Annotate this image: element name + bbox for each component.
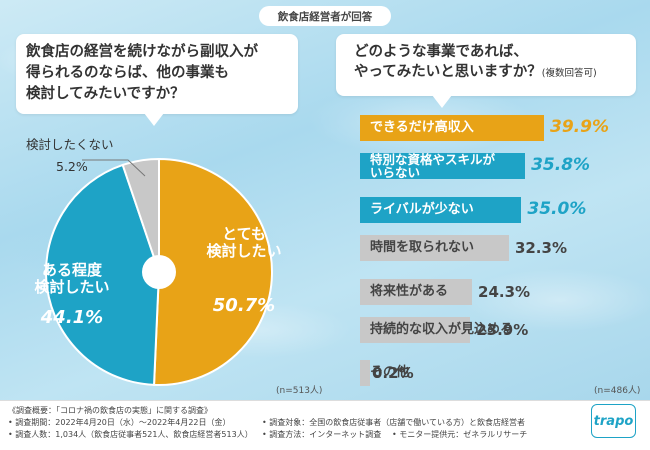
bar-value-label: 35.0%	[527, 199, 587, 219]
bar: ライバルが少ない	[360, 197, 522, 223]
bar-label: その他	[370, 365, 410, 381]
bar-label: 特別な資格やスキルが いらない	[370, 151, 496, 180]
left-question-bubble	[16, 34, 298, 126]
bar-label: できるだけ高収入	[370, 120, 474, 136]
pie-leader-line	[82, 159, 146, 177]
right-question-note: (複数回答可)	[541, 68, 597, 79]
right-question-text: どのような事業であれば、 やってみたいと思いますか？	[354, 44, 542, 80]
bar: 特別な資格やスキルが いらない	[360, 151, 526, 180]
bar-value-label: 24.3%	[478, 283, 531, 301]
footer-survey-title: 《調査概要：「コロナ禍の飲食店の実態」に関する調査》	[8, 406, 212, 415]
footer-provider: • モニター提供元：ゼネラルリサーチ	[392, 430, 528, 439]
bar-label: 時間を取られない	[370, 240, 475, 256]
bar-label: ライバルが少ない	[370, 202, 474, 218]
bar: できるだけ高収入	[360, 115, 544, 141]
pie-label-no: 検討したくない	[26, 137, 114, 152]
bar-value-label: 32.3%	[514, 239, 567, 257]
footer-count: • 調査人数：1,034人（飲食店従事者521人、飲食店経営者513人）	[8, 430, 253, 439]
bar-sample-size: (n=486人)	[594, 386, 641, 396]
bar-label: 将来性がある	[370, 284, 449, 300]
footer-method: • 調査方法：インターネット調査	[262, 430, 382, 439]
header-badge: 飲食店経営者が回答	[259, 6, 391, 26]
pie-pct-no: 5.2%	[56, 159, 88, 174]
bar: 時間を取られない	[360, 235, 509, 261]
pie-center-hole	[142, 255, 176, 289]
right-question-bubble	[336, 34, 636, 108]
bar-value-label: 35.8%	[531, 155, 591, 175]
bar-value-label: 0.2%	[372, 364, 414, 382]
pie-slice-very	[152, 157, 273, 386]
pie-slice-no	[121, 157, 160, 273]
left-question: 飲食店の経営を続けながら副収入が 得られるのならば、他の事業も 検討してみたいで…	[26, 44, 258, 102]
pie-pct-very: 50.7%	[212, 295, 276, 316]
bar-value-label: 23.9%	[476, 321, 529, 339]
pie-sample-size: (n=513人)	[276, 386, 323, 396]
bar: 将来性がある	[360, 279, 473, 305]
bar: その他	[360, 360, 409, 386]
bar-value-label: 39.9%	[550, 117, 609, 137]
right-question: どのような事業であれば、 やってみたいと思いますか？(複数回答可)	[354, 42, 634, 84]
footer-period: • 調査期間：2022年4月20日（水）～2022年4月22日（金）	[8, 418, 231, 427]
pie-label-very: とても 検討したい	[206, 225, 282, 261]
brand-logo: trapo	[591, 404, 636, 438]
bar-label: 持続的な収入が見込める	[370, 322, 514, 338]
bar: 持続的な収入が見込める	[360, 317, 513, 343]
pie-pct-some: 44.1%	[40, 307, 104, 328]
footer-target: • 調査対象：全国の飲食店従事者（店舗で働いている方）と飲食店経営者	[262, 418, 526, 427]
footer: 《調査概要：「コロナ禍の飲食店の実態」に関する調査》 • 調査期間：2022年4…	[0, 400, 650, 450]
pie-label-some: ある程度 検討したい	[34, 261, 110, 297]
pie-slice-some	[45, 163, 161, 386]
